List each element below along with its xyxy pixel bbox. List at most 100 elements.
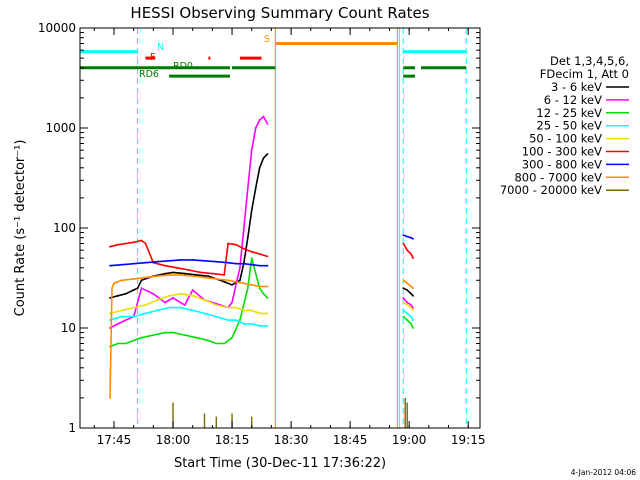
flag-label-night: N (157, 42, 164, 53)
data-point (109, 245, 111, 248)
data-point (168, 306, 171, 309)
y-tick-label: 100 (53, 221, 76, 235)
data-point (176, 266, 178, 269)
data-point (243, 309, 245, 312)
series-line (109, 257, 269, 348)
data-point (410, 315, 412, 318)
data-point (164, 301, 167, 304)
series-line (402, 279, 414, 289)
data-point (203, 312, 206, 315)
data-point (410, 285, 412, 288)
legend-entry-label: 12 - 25 keV (536, 106, 602, 120)
data-point (266, 264, 269, 267)
data-point (402, 279, 405, 282)
data-point (410, 292, 412, 295)
data-point (254, 127, 257, 129)
data-point (235, 243, 237, 246)
data-point (406, 301, 409, 304)
x-axis-label: Start Time (30-Dec-11 17:36:22) (174, 456, 386, 471)
series-line (402, 301, 414, 311)
flag-label-flare: F (150, 52, 155, 63)
data-point (227, 306, 230, 309)
data-point (235, 280, 237, 283)
data-point (203, 259, 206, 262)
data-point (243, 227, 245, 229)
series-line (402, 316, 414, 329)
data-point (120, 279, 123, 282)
data-point (223, 342, 226, 345)
data-point (144, 304, 147, 306)
data-point (412, 319, 414, 321)
data-point (410, 304, 412, 306)
data-point (152, 334, 155, 336)
x-tick-label: 18:45 (333, 433, 368, 447)
y-tick-label: 10 (61, 321, 76, 335)
data-point (199, 271, 202, 274)
data-point (195, 274, 198, 276)
data-point (144, 261, 147, 264)
data-point (239, 279, 241, 282)
data-point (410, 253, 412, 255)
series-line (402, 297, 414, 309)
data-point (227, 319, 230, 321)
plot-area (79, 28, 467, 428)
data-point (258, 166, 261, 169)
data-point (235, 262, 237, 265)
data-point (109, 319, 111, 321)
data-point (410, 323, 412, 325)
data-point (258, 287, 261, 290)
legend-entry-label: 25 - 50 keV (536, 119, 602, 133)
data-point (211, 272, 214, 275)
legend: Det 1,3,4,5,6, FDecim 1, Att 0 3 - 6 keV… (500, 54, 629, 197)
data-point (168, 274, 171, 276)
data-point (250, 309, 253, 312)
data-point (402, 297, 405, 299)
data-point (250, 323, 253, 325)
series-line (109, 115, 269, 329)
data-point (140, 239, 143, 242)
data-point (140, 287, 143, 290)
series-line (109, 274, 268, 398)
data-point (183, 304, 186, 306)
data-point (172, 297, 174, 299)
data-point (156, 309, 159, 312)
data-point (120, 309, 123, 312)
data-point (152, 292, 155, 295)
data-point (144, 242, 147, 245)
x-tick-label: 18:00 (156, 433, 191, 447)
data-point (239, 319, 241, 321)
x-tick-label: 19:00 (392, 433, 427, 447)
data-point (183, 272, 186, 275)
data-point (402, 234, 405, 237)
data-point (250, 149, 253, 152)
data-point (172, 331, 174, 334)
data-point (203, 276, 206, 279)
data-point (109, 264, 111, 267)
data-point (258, 325, 261, 327)
data-point (223, 280, 226, 283)
series-line (403, 234, 414, 240)
data-point (168, 259, 171, 262)
data-point (250, 263, 253, 266)
data-point (258, 119, 261, 121)
y-tick-label: 1 (68, 421, 76, 435)
data-point (113, 282, 115, 285)
data-point (406, 312, 409, 315)
data-point (124, 242, 127, 245)
data-point (402, 287, 405, 290)
data-point (412, 309, 414, 312)
data-point (406, 304, 409, 306)
flag-label-rd0: RD0 (173, 61, 193, 72)
data-point (243, 247, 245, 250)
status-flag-bars: NF S RD0 RD6 (80, 34, 467, 80)
data-point (180, 306, 182, 309)
data-point (262, 292, 265, 295)
legend-header-line-2: FDecim 1, Att 0 (540, 67, 629, 81)
data-point (172, 271, 174, 274)
data-point (406, 235, 409, 238)
data-point (164, 272, 167, 275)
flag-label-saa: S (264, 34, 270, 45)
data-point (262, 157, 265, 160)
data-point (109, 297, 111, 299)
